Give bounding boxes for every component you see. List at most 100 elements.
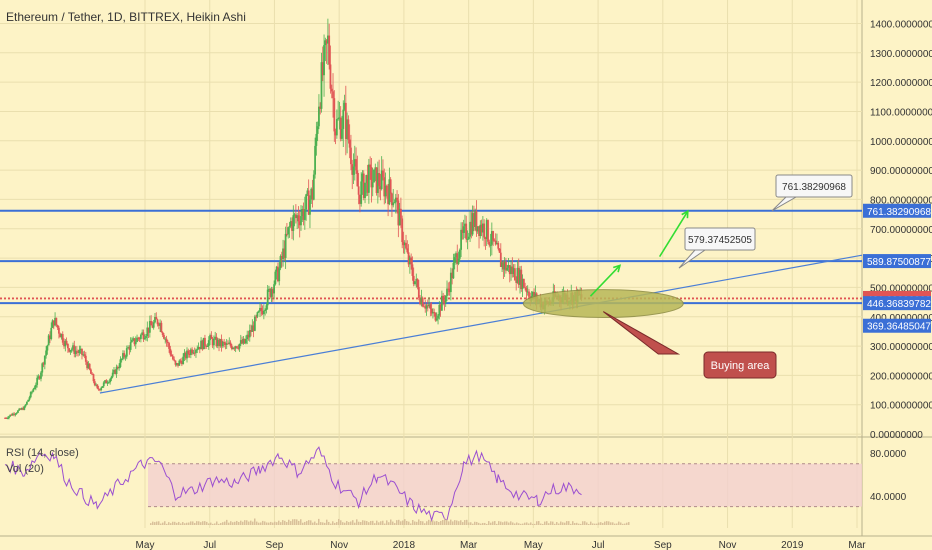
volume-bar xyxy=(522,523,524,525)
candle-body xyxy=(457,258,460,264)
candle-body xyxy=(230,345,233,349)
candle-body xyxy=(248,330,251,338)
x-tick-label: Nov xyxy=(330,540,348,550)
candle-body xyxy=(423,306,425,308)
volume-bar xyxy=(576,522,578,525)
candle-body xyxy=(166,341,169,344)
level-price-label: 761.38290968 xyxy=(867,207,931,218)
volume-bar xyxy=(496,523,498,525)
candle-body xyxy=(297,215,300,222)
candle-body xyxy=(415,278,418,282)
candle-body xyxy=(196,349,199,351)
candle-body xyxy=(180,361,183,365)
candle-body xyxy=(356,170,359,187)
volume-bar xyxy=(340,520,342,525)
candle-body xyxy=(525,288,528,293)
candle-body xyxy=(143,338,146,340)
candle-body xyxy=(183,352,186,357)
volume-bar xyxy=(616,523,618,525)
candle-body xyxy=(375,167,378,193)
candle-body xyxy=(498,248,501,253)
candle-body xyxy=(70,349,73,351)
volume-bar xyxy=(320,522,322,525)
candle-body xyxy=(326,35,329,44)
candle-body xyxy=(426,305,429,307)
candle-body xyxy=(510,266,512,275)
volume-bar xyxy=(302,522,304,525)
candle-body xyxy=(287,227,290,235)
candle-body xyxy=(29,392,32,398)
candle-body xyxy=(216,339,219,347)
candle-body xyxy=(359,194,361,204)
volume-bar xyxy=(304,521,306,525)
volume-bar xyxy=(262,520,264,525)
volume-bar xyxy=(386,520,388,525)
candle-body xyxy=(268,288,270,290)
candle-body xyxy=(46,345,49,351)
candle-body xyxy=(79,348,82,351)
volume-bar xyxy=(174,521,176,525)
candle-body xyxy=(470,221,473,235)
volume-bar xyxy=(354,522,356,525)
volume-bar xyxy=(336,522,338,525)
y-tick-label: 900.00000000 xyxy=(870,166,932,177)
candle-body xyxy=(118,366,121,369)
candle-body xyxy=(237,347,240,349)
volume-bar xyxy=(624,523,626,525)
candle-body xyxy=(66,343,69,349)
candle-body xyxy=(210,335,213,339)
candle-body xyxy=(528,291,530,297)
candle-body xyxy=(189,349,192,355)
y-tick-label: 0.00000000 xyxy=(870,430,923,441)
candle-body xyxy=(370,167,373,188)
candle-body xyxy=(400,208,402,219)
volume-bar xyxy=(558,523,560,525)
volume-bar xyxy=(570,523,572,525)
volume-bar xyxy=(470,522,472,525)
candle-body xyxy=(507,265,510,268)
volume-bar xyxy=(318,518,320,525)
candle-body xyxy=(92,374,95,382)
volume-bar xyxy=(164,521,166,525)
volume-bar xyxy=(434,521,436,525)
candle-body xyxy=(416,278,419,288)
candle-body xyxy=(102,382,105,387)
candle-body xyxy=(219,338,222,347)
volume-bar xyxy=(454,520,456,525)
volume-bar xyxy=(594,523,596,525)
volume-bar xyxy=(480,523,482,525)
candle-body xyxy=(259,307,261,312)
candle-body xyxy=(398,208,401,226)
volume-bar xyxy=(592,523,594,525)
candle-body xyxy=(83,354,86,356)
candle-body xyxy=(133,338,136,345)
volume-bar xyxy=(622,523,624,525)
candle-body xyxy=(320,62,323,109)
candle-body xyxy=(206,345,209,347)
volume-bar xyxy=(214,523,216,525)
volume-bar xyxy=(236,520,238,525)
candle-body xyxy=(138,338,141,340)
candle-body xyxy=(228,342,231,344)
candle-body xyxy=(275,266,278,272)
volume-bar xyxy=(504,521,506,525)
candle-body xyxy=(241,340,243,344)
candle-body xyxy=(301,209,304,217)
candle-body xyxy=(73,345,76,354)
volume-bar xyxy=(198,521,200,525)
candle-body xyxy=(45,350,48,356)
candle-body xyxy=(61,334,64,343)
candle-body xyxy=(105,380,108,384)
volume-bar xyxy=(508,522,510,525)
volume-bar xyxy=(152,521,154,525)
volume-bar xyxy=(196,521,198,525)
candle-body xyxy=(236,346,238,348)
candle-body xyxy=(257,311,260,313)
candle-body xyxy=(444,295,447,304)
candle-body xyxy=(148,321,151,333)
candle-body xyxy=(440,295,443,311)
volume-bar xyxy=(568,521,570,525)
level-price-tag xyxy=(863,254,931,269)
candle-body xyxy=(141,332,144,335)
candle-body xyxy=(113,369,115,373)
